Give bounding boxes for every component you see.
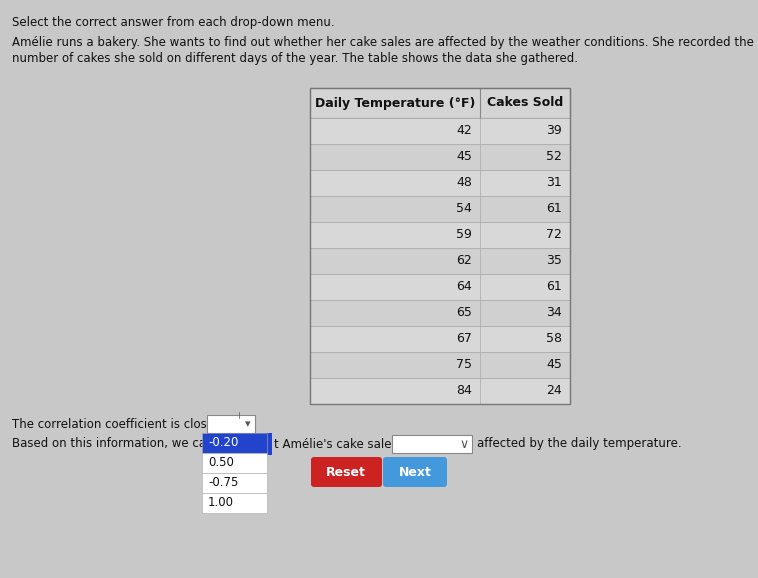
FancyBboxPatch shape: [311, 457, 382, 487]
Text: 54: 54: [456, 202, 472, 216]
Text: 59: 59: [456, 228, 472, 242]
Text: 61: 61: [547, 280, 562, 294]
Bar: [310, 144, 570, 170]
Bar: [207, 433, 272, 455]
Text: affected by the daily temperature.: affected by the daily temperature.: [477, 438, 681, 450]
Bar: [202, 493, 267, 513]
Text: 31: 31: [547, 176, 562, 190]
FancyBboxPatch shape: [383, 457, 447, 487]
Text: 62: 62: [456, 254, 472, 268]
Text: ▾: ▾: [245, 419, 251, 429]
Text: The correlation coefficient is close to: The correlation coefficient is close to: [12, 417, 230, 431]
Text: ∨: ∨: [459, 438, 468, 450]
Bar: [310, 196, 570, 222]
Bar: [202, 433, 267, 453]
Bar: [310, 300, 570, 326]
Text: 67: 67: [456, 332, 472, 346]
Text: Next: Next: [399, 465, 431, 479]
Text: Select the correct answer from each drop-down menu.: Select the correct answer from each drop…: [12, 16, 334, 29]
Bar: [310, 248, 570, 274]
Text: 48: 48: [456, 176, 472, 190]
Bar: [310, 274, 570, 300]
Text: 61: 61: [547, 202, 562, 216]
Text: 64: 64: [456, 280, 472, 294]
Text: 39: 39: [547, 124, 562, 138]
Text: 65: 65: [456, 306, 472, 320]
Bar: [310, 326, 570, 352]
Bar: [310, 222, 570, 248]
Text: 58: 58: [546, 332, 562, 346]
Bar: [310, 352, 570, 378]
Text: 52: 52: [546, 150, 562, 164]
Text: Reset: Reset: [326, 465, 366, 479]
Text: 42: 42: [456, 124, 472, 138]
Bar: [310, 170, 570, 196]
Text: number of cakes she sold on different days of the year. The table shows the data: number of cakes she sold on different da…: [12, 52, 578, 65]
Text: 75: 75: [456, 358, 472, 372]
Text: -0.20: -0.20: [208, 436, 238, 450]
Text: 34: 34: [547, 306, 562, 320]
Text: 45: 45: [546, 358, 562, 372]
Bar: [207, 415, 255, 433]
Text: t Amélie's cake sales are: t Amélie's cake sales are: [274, 438, 421, 450]
Bar: [202, 473, 267, 493]
Text: Amélie runs a bakery. She wants to find out whether her cake sales are affected : Amélie runs a bakery. She wants to find …: [12, 36, 758, 49]
Text: 24: 24: [547, 384, 562, 398]
Bar: [310, 88, 570, 118]
Text: Cakes Sold: Cakes Sold: [487, 97, 563, 109]
Bar: [202, 453, 267, 473]
Text: 35: 35: [546, 254, 562, 268]
Bar: [310, 118, 570, 144]
Text: 0.50: 0.50: [208, 457, 234, 469]
Bar: [310, 88, 570, 404]
Text: Daily Temperature (°F): Daily Temperature (°F): [315, 97, 475, 109]
Text: -0.75: -0.75: [208, 476, 238, 490]
Text: 1.00: 1.00: [208, 497, 234, 509]
Bar: [392, 435, 472, 453]
Text: 72: 72: [546, 228, 562, 242]
Text: 84: 84: [456, 384, 472, 398]
Text: Based on this information, we can con: Based on this information, we can con: [12, 438, 238, 450]
Bar: [310, 378, 570, 404]
Text: 45: 45: [456, 150, 472, 164]
